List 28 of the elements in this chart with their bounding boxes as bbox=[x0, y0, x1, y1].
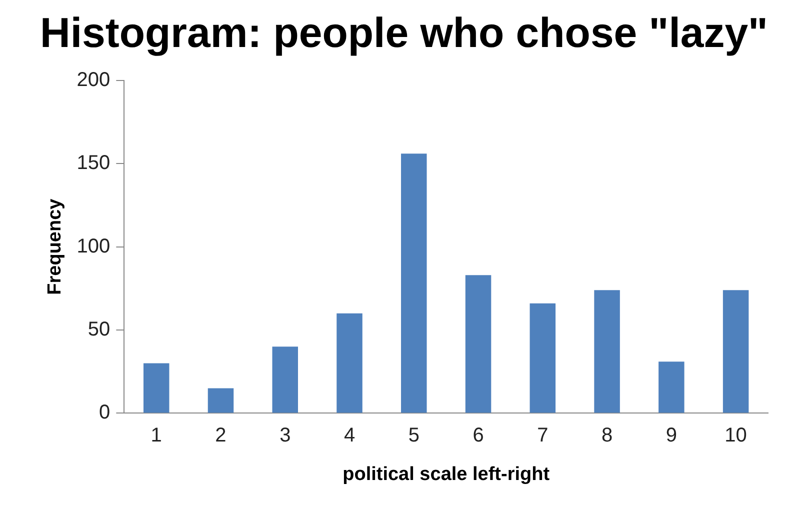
x-tick-label: 5 bbox=[408, 424, 420, 447]
x-axis-title: political scale left-right bbox=[342, 464, 550, 485]
x-tick-label: 2 bbox=[215, 424, 226, 447]
y-tick-label: 100 bbox=[76, 235, 110, 258]
x-tick-label: 7 bbox=[537, 424, 548, 447]
bar bbox=[530, 303, 556, 413]
y-tick-label: 50 bbox=[88, 318, 110, 341]
y-tick-label: 150 bbox=[76, 152, 110, 174]
y-axis-title: Frequency bbox=[44, 198, 66, 295]
bar bbox=[143, 363, 170, 413]
x-tick-label: 8 bbox=[601, 424, 613, 447]
chart-title: Histogram: people who chose "lazy" bbox=[40, 8, 768, 56]
x-tick-label: 4 bbox=[344, 424, 356, 447]
bar bbox=[208, 388, 234, 413]
x-tick-label: 6 bbox=[472, 424, 484, 447]
bar bbox=[658, 362, 684, 413]
bar bbox=[722, 290, 749, 413]
bar bbox=[401, 154, 427, 413]
bar bbox=[272, 346, 298, 413]
x-tick-label: 1 bbox=[150, 424, 162, 447]
x-tick-label: 10 bbox=[724, 424, 747, 447]
bar bbox=[336, 313, 362, 413]
y-tick-label: 0 bbox=[99, 402, 110, 424]
bar bbox=[594, 290, 620, 413]
y-tick-label: 200 bbox=[76, 68, 110, 91]
x-tick-label: 9 bbox=[666, 424, 677, 447]
x-tick-label: 3 bbox=[280, 424, 291, 447]
bar bbox=[465, 275, 492, 413]
